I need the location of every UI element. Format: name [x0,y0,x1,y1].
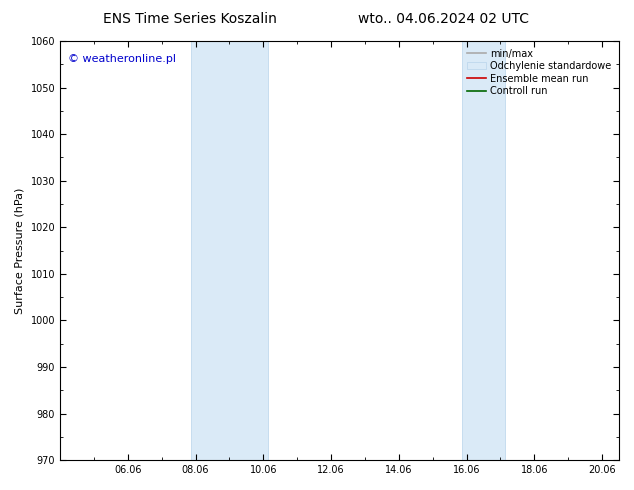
Bar [462,41,505,460]
Text: wto.. 04.06.2024 02 UTC: wto.. 04.06.2024 02 UTC [358,12,529,26]
Text: ENS Time Series Koszalin: ENS Time Series Koszalin [103,12,277,26]
Legend: min/max, Odchylenie standardowe, Ensemble mean run, Controll run: min/max, Odchylenie standardowe, Ensembl… [463,46,614,99]
Y-axis label: Surface Pressure (hPa): Surface Pressure (hPa) [15,187,25,314]
Bar [191,41,268,460]
Text: © weatheronline.pl: © weatheronline.pl [68,53,176,64]
